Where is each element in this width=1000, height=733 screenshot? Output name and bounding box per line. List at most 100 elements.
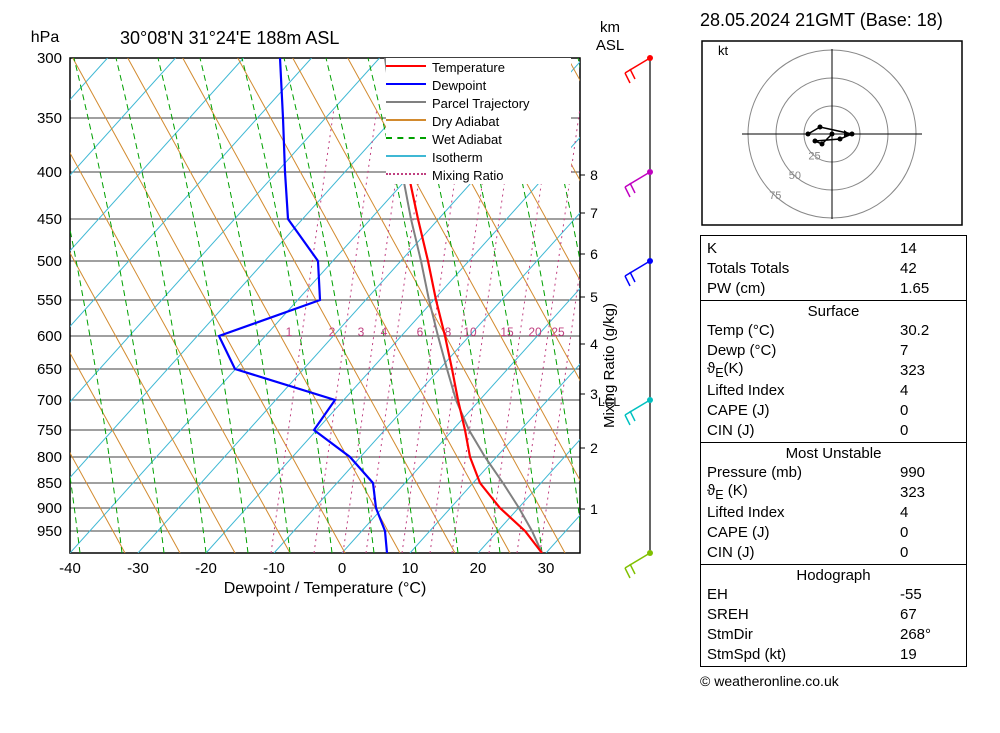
svg-text:5: 5 [590, 289, 598, 305]
param-val: 0 [900, 402, 960, 419]
svg-text:Mixing Ratio (g/kg): Mixing Ratio (g/kg) [601, 303, 618, 428]
svg-text:3: 3 [358, 325, 365, 339]
param-val: 0 [900, 544, 960, 561]
param-val: 268° [900, 626, 960, 643]
svg-text:900: 900 [37, 500, 62, 517]
svg-text:LCL: LCL [598, 395, 620, 409]
param-row: CAPE (J)0 [707, 400, 960, 420]
param-row: PW (cm)1.65 [707, 278, 960, 298]
legend-swatch [386, 173, 426, 177]
legend-row: Dry Adiabat [386, 112, 571, 130]
svg-text:-20: -20 [195, 560, 217, 577]
param-key: CIN (J) [707, 422, 900, 439]
param-key: Pressure (mb) [707, 464, 900, 481]
param-key: Totals Totals [707, 260, 900, 277]
info-column: 28.05.2024 21GMT (Base: 18) kt255075 K14… [690, 10, 990, 690]
legend-swatch [386, 83, 426, 87]
svg-text:800: 800 [37, 449, 62, 466]
param-key: Temp (°C) [707, 322, 900, 339]
legend-swatch [386, 137, 426, 141]
param-key: Lifted Index [707, 382, 900, 399]
svg-text:10: 10 [402, 560, 419, 577]
param-key: CIN (J) [707, 544, 900, 561]
param-val: 42 [900, 260, 960, 277]
param-key: PW (cm) [707, 280, 900, 297]
legend-swatch [386, 155, 426, 159]
param-key: SREH [707, 606, 900, 623]
param-val: 1.65 [900, 280, 960, 297]
svg-text:hPa: hPa [31, 29, 60, 46]
svg-text:500: 500 [37, 253, 62, 270]
svg-text:kt: kt [718, 43, 729, 58]
skewt-svg: hPa3003504004505005506006507007508008509… [10, 10, 690, 690]
param-val: -55 [900, 586, 960, 603]
legend-label: Wet Adiabat [432, 132, 502, 147]
chart-column: 30°08'N 31°24'E 188m ASL hPa300350400450… [10, 10, 690, 690]
param-row: Lifted Index4 [707, 380, 960, 400]
param-key: CAPE (J) [707, 402, 900, 419]
indices-section: K14Totals Totals42PW (cm)1.65 [701, 236, 966, 301]
legend: TemperatureDewpointParcel TrajectoryDry … [386, 58, 571, 184]
svg-text:-30: -30 [127, 560, 149, 577]
legend-label: Dry Adiabat [432, 114, 499, 129]
param-row: SREH67 [707, 604, 960, 624]
svg-text:20: 20 [528, 325, 542, 339]
svg-text:450: 450 [37, 211, 62, 228]
svg-text:6: 6 [417, 325, 424, 339]
svg-text:-10: -10 [263, 560, 285, 577]
legend-label: Dewpoint [432, 78, 486, 93]
svg-text:850: 850 [37, 475, 62, 492]
skewt-chart: 30°08'N 31°24'E 188m ASL hPa300350400450… [10, 10, 690, 690]
param-row: Totals Totals42 [707, 258, 960, 278]
param-key: Lifted Index [707, 504, 900, 521]
param-row: Temp (°C)30.2 [707, 320, 960, 340]
date-title: 28.05.2024 21GMT (Base: 18) [700, 10, 990, 31]
param-val: 4 [900, 504, 960, 521]
svg-text:km: km [600, 19, 620, 36]
svg-text:2: 2 [329, 325, 336, 339]
svg-text:25: 25 [808, 151, 820, 163]
svg-text:300: 300 [37, 50, 62, 67]
param-row: StmSpd (kt)19 [707, 644, 960, 664]
param-row: StmDir268° [707, 624, 960, 644]
param-key: StmDir [707, 626, 900, 643]
legend-row: Temperature [386, 58, 571, 76]
param-val: 0 [900, 524, 960, 541]
svg-text:4: 4 [381, 325, 388, 339]
param-row: CAPE (J)0 [707, 522, 960, 542]
svg-text:0: 0 [338, 560, 346, 577]
svg-text:750: 750 [37, 422, 62, 439]
legend-row: Wet Adiabat [386, 130, 571, 148]
svg-text:7: 7 [590, 205, 598, 221]
surface-section: Surface Temp (°C)30.2Dewp (°C)7ϑE(K)323L… [701, 301, 966, 443]
param-key: StmSpd (kt) [707, 646, 900, 663]
copyright: © weatheronline.co.uk [700, 673, 990, 689]
param-key: Dewp (°C) [707, 342, 900, 359]
param-val: 4 [900, 382, 960, 399]
param-key: K [707, 240, 900, 257]
surface-head: Surface [707, 303, 960, 320]
mu-section: Most Unstable Pressure (mb)990ϑE (K)323L… [701, 443, 966, 565]
svg-text:650: 650 [37, 361, 62, 378]
svg-text:950: 950 [37, 523, 62, 540]
svg-text:20: 20 [470, 560, 487, 577]
param-key: ϑE (K) [707, 482, 900, 502]
svg-text:25: 25 [551, 325, 565, 339]
param-row: CIN (J)0 [707, 420, 960, 440]
hodograph: kt255075 [700, 39, 965, 229]
legend-row: Isotherm [386, 148, 571, 166]
hodo-section: Hodograph EH-55SREH67StmDir268°StmSpd (k… [701, 565, 966, 666]
param-val: 0 [900, 422, 960, 439]
legend-row: Dewpoint [386, 76, 571, 94]
param-key: CAPE (J) [707, 524, 900, 541]
param-key: ϑE(K) [707, 360, 900, 380]
param-val: 7 [900, 342, 960, 359]
param-row: EH-55 [707, 584, 960, 604]
param-row: Pressure (mb)990 [707, 462, 960, 482]
svg-text:3: 3 [590, 386, 598, 402]
param-val: 30.2 [900, 322, 960, 339]
param-val: 323 [900, 362, 960, 379]
svg-text:550: 550 [37, 292, 62, 309]
legend-swatch [386, 119, 426, 123]
svg-text:30: 30 [538, 560, 555, 577]
